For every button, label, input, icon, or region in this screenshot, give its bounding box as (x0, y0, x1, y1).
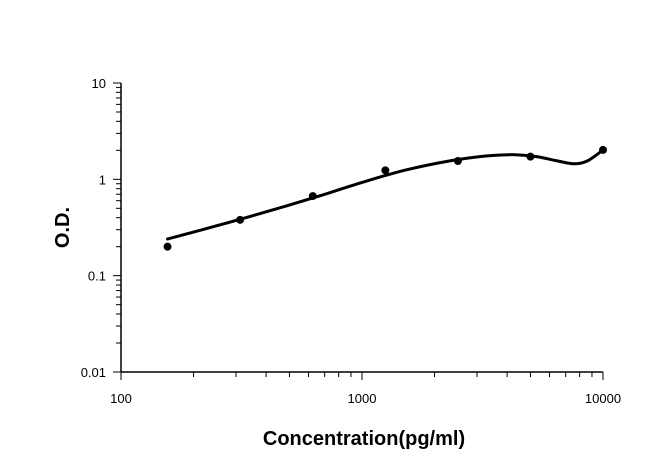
tick-marks (113, 82, 604, 380)
data-point (163, 242, 172, 251)
y-tick-label: 10 (92, 76, 106, 91)
data-point (381, 166, 390, 175)
y-axis-title: O.D. (52, 207, 74, 248)
x-tick-label: 1000 (348, 391, 377, 406)
x-tick-label: 10000 (585, 391, 621, 406)
data-point (599, 145, 607, 154)
data-point (526, 152, 535, 161)
fit-curve-line (166, 148, 605, 241)
y-tick-label: 0.1 (88, 269, 106, 284)
data-points (163, 145, 607, 251)
x-tick-label: 100 (110, 391, 132, 406)
data-point (236, 215, 245, 224)
y-tick-label: 0.01 (81, 365, 106, 380)
data-point (308, 192, 317, 201)
y-tick-label: 1 (99, 172, 106, 187)
x-axis-title: Concentration(pg/ml) (263, 428, 465, 450)
tick-labels: 0.01 0.1 1 10 100 1000 10000 (81, 76, 621, 406)
axes (120, 83, 603, 373)
data-point (453, 156, 462, 165)
